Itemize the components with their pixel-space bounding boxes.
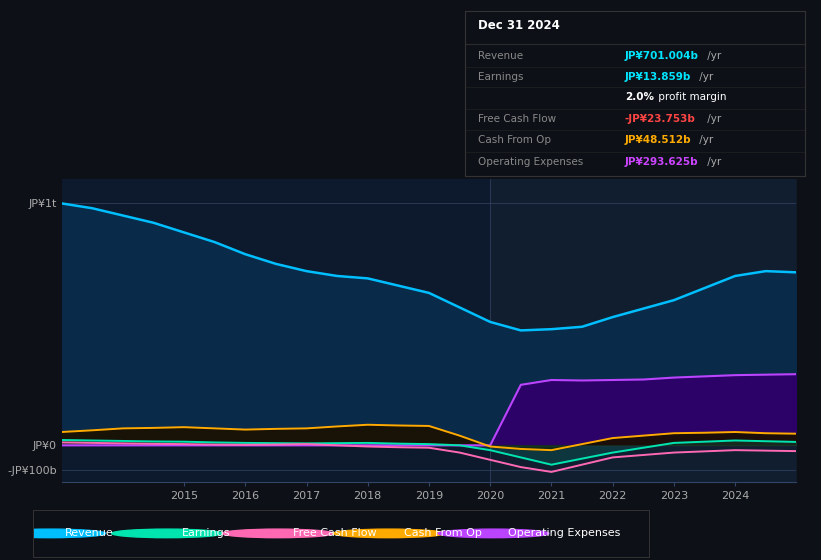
Text: /yr: /yr [704, 51, 721, 61]
Text: /yr: /yr [696, 72, 713, 82]
Text: Revenue: Revenue [479, 51, 524, 61]
Text: /yr: /yr [704, 114, 721, 124]
Text: -JP¥23.753b: -JP¥23.753b [625, 114, 695, 124]
Text: Operating Expenses: Operating Expenses [479, 157, 584, 166]
Circle shape [112, 529, 222, 538]
Text: Earnings: Earnings [479, 72, 524, 82]
Text: Free Cash Flow: Free Cash Flow [292, 529, 376, 538]
Circle shape [222, 529, 333, 538]
Text: Cash From Op: Cash From Op [479, 135, 552, 145]
Text: Revenue: Revenue [65, 529, 113, 538]
Text: /yr: /yr [704, 157, 721, 166]
Text: Dec 31 2024: Dec 31 2024 [479, 20, 560, 32]
Text: Earnings: Earnings [182, 529, 231, 538]
Text: Operating Expenses: Operating Expenses [508, 529, 621, 538]
Text: Free Cash Flow: Free Cash Flow [479, 114, 557, 124]
Text: JP¥13.859b: JP¥13.859b [625, 72, 691, 82]
Text: JP¥293.625b: JP¥293.625b [625, 157, 699, 166]
Text: JP¥48.512b: JP¥48.512b [625, 135, 691, 145]
Text: JP¥701.004b: JP¥701.004b [625, 51, 699, 61]
Text: /yr: /yr [696, 135, 713, 145]
Text: 2.0%: 2.0% [625, 92, 654, 102]
Circle shape [333, 529, 444, 538]
Circle shape [0, 529, 106, 538]
Circle shape [438, 529, 549, 538]
Text: Cash From Op: Cash From Op [404, 529, 481, 538]
Text: profit margin: profit margin [655, 92, 727, 102]
